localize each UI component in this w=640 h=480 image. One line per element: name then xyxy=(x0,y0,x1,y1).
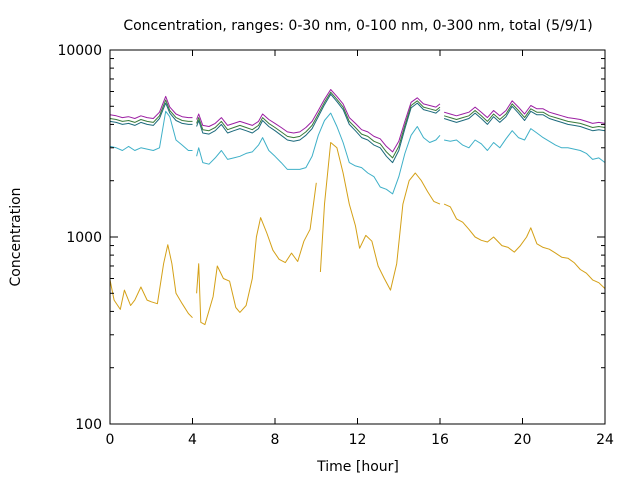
x-tick-label: 4 xyxy=(188,432,197,448)
series-1-line-segment-1 xyxy=(196,112,441,195)
series-0-line-segment-1 xyxy=(196,182,317,326)
series-1-line-segment-0 xyxy=(109,110,193,151)
y-tick-label: 10000 xyxy=(57,43,102,59)
series-0-line-segment-3 xyxy=(443,203,606,289)
x-axis-label: Time [hour] xyxy=(316,459,399,475)
x-tick-label: 0 xyxy=(106,432,115,448)
series-0-line-segment-2 xyxy=(319,142,441,291)
x-tick-label: 20 xyxy=(514,432,532,448)
ticks-layer: 0 4 8 12 16 20 24 100 1000 10000 xyxy=(57,43,614,448)
series-2-line-segment-1 xyxy=(196,93,441,164)
series-2-line-segment-0 xyxy=(109,102,193,126)
y-tick-label: 100 xyxy=(75,417,102,433)
series-3-line-segment-0 xyxy=(109,99,193,123)
x-tick-label: 16 xyxy=(431,432,449,448)
series-3-line-segment-2 xyxy=(443,103,606,128)
x-tick-label: 12 xyxy=(349,432,367,448)
series-4-line-segment-2 xyxy=(443,100,606,124)
series-0-line-segment-0 xyxy=(109,244,193,319)
chart-title: Concentration, ranges: 0-30 nm, 0-100 nm… xyxy=(123,18,592,34)
x-tick-label: 8 xyxy=(271,432,280,448)
series-3-line-segment-1 xyxy=(196,91,441,159)
series-1-line-segment-2 xyxy=(443,128,606,163)
series-layer xyxy=(109,89,606,326)
series-2-line-segment-2 xyxy=(443,105,606,132)
x-tick-label: 24 xyxy=(596,432,614,448)
series-4-line-segment-1 xyxy=(196,89,441,153)
y-axis-label: Concentration xyxy=(8,187,24,286)
y-tick-label: 1000 xyxy=(66,230,102,246)
series-4-line-segment-0 xyxy=(109,95,193,119)
